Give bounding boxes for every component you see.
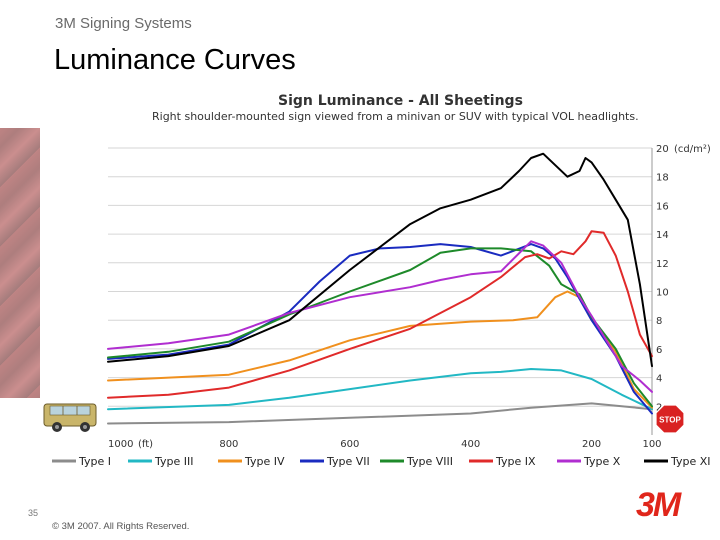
x-tick-label: 1000 — [108, 439, 133, 450]
x-axis-unit: (ft) — [138, 439, 153, 450]
legend-label: Type IV — [244, 455, 285, 468]
y-tick-label: 20 — [656, 144, 669, 155]
y-tick-label: 16 — [656, 201, 669, 212]
x-tick-label: 200 — [582, 439, 601, 450]
chart-ticks: 2 4 6 8 10 12 14 16 18 20 (cd/m²) 1000 (ft) 800 600 400… — [108, 144, 711, 450]
page-number: 35 — [28, 508, 39, 518]
y-tick-label: 4 — [656, 374, 662, 385]
header-brand: 3M Signing Systems — [55, 15, 192, 32]
decorative-side-strip — [0, 128, 40, 398]
y-tick-label: 6 — [656, 345, 662, 356]
chart-legend: Type I Type III Type IV Type VII Type VIII Ty… — [52, 455, 711, 468]
y-tick-label: 18 — [656, 173, 669, 184]
y-tick-label: 2 — [656, 402, 662, 413]
chart-subtitle: Right shoulder-mounted sign viewed from … — [152, 110, 639, 123]
x-tick-label: 100 — [642, 439, 661, 450]
legend-label: Type VII — [326, 455, 370, 468]
suv-vehicle-icon — [43, 403, 97, 432]
series-line-type-x — [107, 240, 653, 393]
chart-series-layer — [107, 152, 653, 425]
legend-label: Type III — [154, 455, 194, 468]
y-tick-label: 14 — [656, 230, 669, 241]
brand-logo: 3M — [636, 486, 681, 524]
copyright-notice: © 3M 2007. All Rights Reserved. — [52, 521, 190, 532]
series-line-type-xi — [107, 152, 653, 368]
slide-title: Luminance Curves — [54, 44, 296, 76]
legend-label: Type XI — [670, 455, 711, 468]
x-tick-label: 400 — [461, 439, 480, 450]
series-line-type-vii — [107, 243, 653, 415]
series-line-type-viii — [107, 247, 653, 408]
stop-sign-text: STOP — [659, 416, 681, 425]
x-tick-label: 800 — [219, 439, 238, 450]
y-axis-unit: (cd/m²) — [674, 144, 711, 155]
legend-label: Type X — [583, 455, 621, 468]
legend-label: Type VIII — [406, 455, 453, 468]
y-tick-label: 12 — [656, 259, 669, 270]
legend-label: Type IX — [495, 455, 536, 468]
series-line-type-iii — [107, 368, 653, 411]
stop-sign-icon: STOP — [655, 404, 685, 434]
legend-label: Type I — [78, 455, 111, 468]
series-line-type-iv — [107, 290, 653, 409]
x-tick-label: 600 — [340, 439, 359, 450]
series-line-type-ix — [107, 230, 653, 399]
y-tick-label: 10 — [656, 288, 669, 299]
chart-title: Sign Luminance - All Sheetings — [278, 93, 523, 109]
series-line-type-i — [107, 402, 653, 425]
y-tick-label: 8 — [656, 316, 662, 327]
